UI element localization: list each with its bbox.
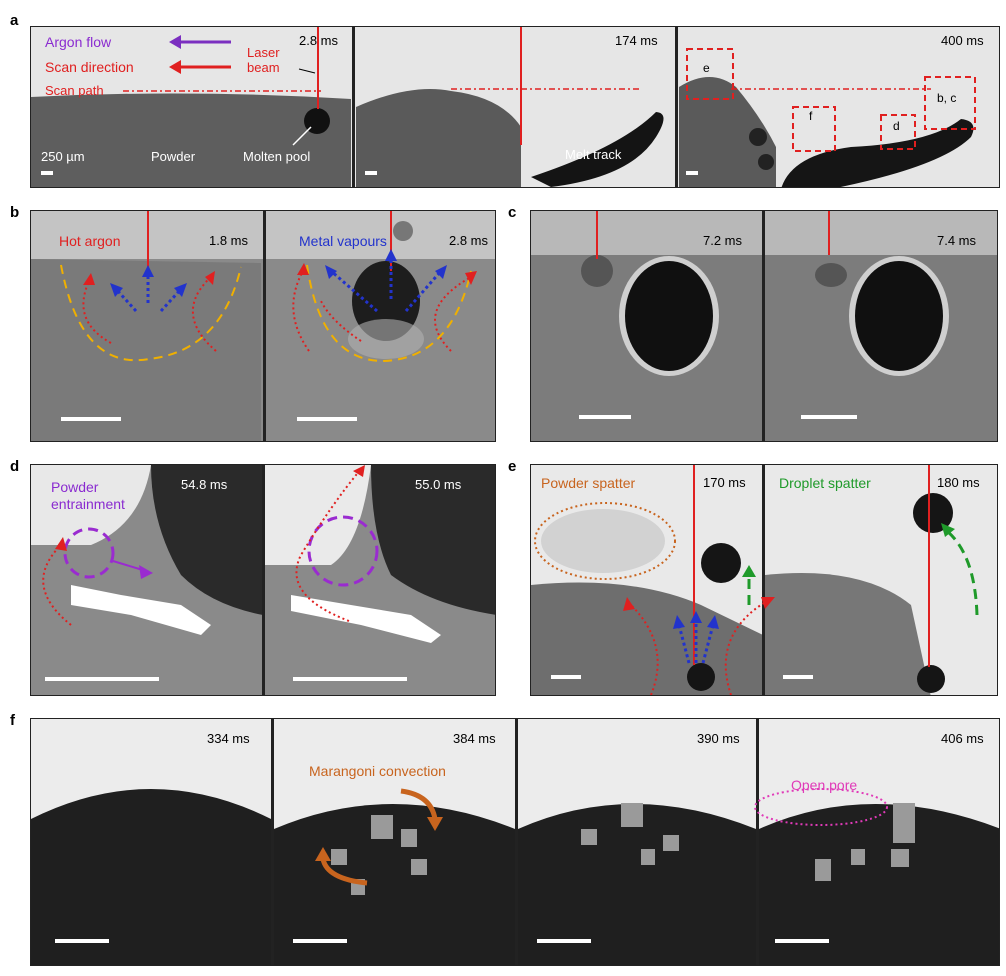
box-e [686, 48, 734, 100]
droplet-spatter-label: Droplet spatter [779, 475, 871, 491]
frame-time: 174 ms [615, 33, 658, 48]
panel-label-a: a [10, 12, 19, 29]
scale-bar [365, 171, 377, 175]
frame-time: 170 ms [703, 475, 746, 490]
scale-bar [41, 171, 53, 175]
scale-bar [293, 939, 347, 943]
marangoni-arrow-bottom [320, 858, 368, 886]
scale-bar [686, 171, 698, 175]
panel-label-e: e [508, 458, 517, 475]
scale-bar [537, 939, 591, 943]
scale-bar [579, 415, 631, 419]
powder-label: Powder [151, 149, 196, 164]
scale-bar [297, 417, 357, 421]
scale-bar [801, 415, 857, 419]
panel-b: Hot argon Metal vapours 1.8 ms 2.8 ms [30, 210, 496, 442]
frame-time: 400 ms [941, 33, 984, 48]
powder-spatter-ellipse [534, 502, 676, 580]
scale-bar [775, 939, 829, 943]
frame-time: 55.0 ms [415, 477, 462, 492]
scale-bar [551, 675, 581, 679]
gas-boundary-curve-2 [306, 264, 472, 363]
metal-vapours-label: Metal vapours [299, 233, 387, 249]
frame-time: 390 ms [697, 731, 740, 746]
panel-d-image [31, 465, 495, 695]
melt-track-label: Melt track [565, 147, 622, 162]
box-label-d: d [893, 119, 900, 133]
box-label-f: f [809, 109, 813, 123]
panel-c: 7.2 ms 7.4 ms [530, 210, 998, 442]
scan-direction-label: Scan direction [45, 59, 134, 75]
scale-bar [61, 417, 121, 421]
frame-time: 2.8 ms [449, 233, 489, 248]
panel-b-image [31, 211, 495, 441]
box-label-bc: b, c [937, 91, 957, 105]
argon-flow-label: Argon flow [45, 34, 112, 50]
hot-argon-label: Hot argon [59, 233, 121, 249]
frame-time: 180 ms [937, 475, 980, 490]
laser-beam-label: Laser beam [247, 45, 280, 75]
open-pore-ellipse [754, 788, 888, 826]
entrainment-circle-1 [63, 527, 115, 579]
box-label-e: e [703, 61, 710, 75]
frame-time: 2.8 ms [299, 33, 339, 48]
panel-label-c: c [508, 204, 517, 221]
scale-bar [55, 939, 109, 943]
scan-path-label: Scan path [45, 83, 104, 98]
frame-time: 7.2 ms [703, 233, 743, 248]
marangoni-arrow-top [400, 788, 438, 820]
scale-bar [293, 677, 407, 681]
frame-time: 334 ms [207, 731, 250, 746]
frame-time: 384 ms [453, 731, 496, 746]
panel-label-d: d [10, 458, 20, 475]
box-bc [924, 76, 976, 130]
panel-c-image [531, 211, 997, 441]
scale-bar [783, 675, 813, 679]
molten-pool-label: Molten pool [243, 149, 311, 164]
frame-time: 7.4 ms [937, 233, 977, 248]
powder-spatter-label: Powder spatter [541, 475, 636, 491]
frame-time: 406 ms [941, 731, 984, 746]
marangoni-label: Marangoni convection [309, 763, 446, 779]
panel-f-image [31, 719, 999, 965]
panel-a-image [31, 27, 999, 187]
frame-time: 54.8 ms [181, 477, 228, 492]
box-d [880, 114, 916, 150]
panel-e-image [531, 465, 997, 695]
panel-label-f: f [10, 712, 15, 729]
panel-d: Powder entrainment 54.8 ms 55.0 ms [30, 464, 496, 696]
scale-bar [45, 677, 159, 681]
panel-e: Powder spatter Droplet spatter 170 ms 18… [530, 464, 998, 696]
panel-f: Marangoni convection Open pore 334 ms 38… [30, 718, 1000, 966]
panel-a: Argon flow Scan direction Scan path Lase… [30, 26, 1000, 188]
open-pore-label: Open pore [791, 777, 858, 793]
panel-label-b: b [10, 204, 20, 221]
frame-time: 1.8 ms [209, 233, 249, 248]
scale-bar-label: 250 µm [41, 149, 85, 164]
box-f [792, 106, 836, 152]
powder-entrainment-label: Powder entrainment [51, 479, 125, 512]
entrainment-circle-2 [307, 515, 379, 587]
